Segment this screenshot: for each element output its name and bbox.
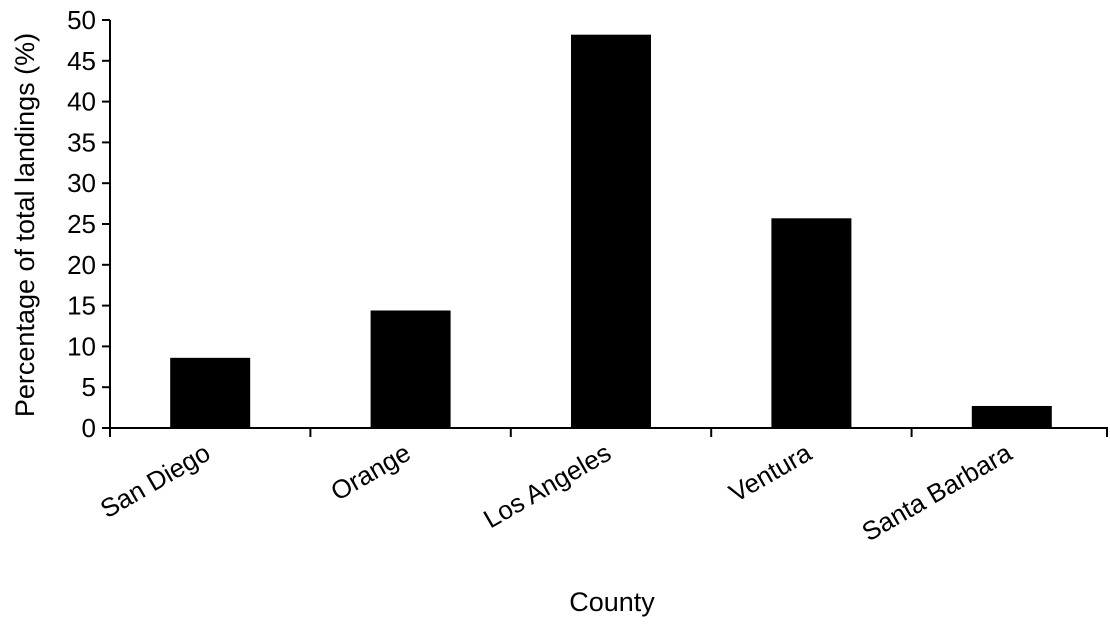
y-tick-label: 30 xyxy=(67,168,96,198)
bar-orange xyxy=(370,310,451,428)
y-tick-label: 5 xyxy=(82,372,96,402)
y-tick-label: 0 xyxy=(82,413,96,443)
x-tick-label: Ventura xyxy=(724,437,817,508)
y-tick-label: 10 xyxy=(67,331,96,361)
y-tick-label: 25 xyxy=(67,209,96,239)
x-tick-label: San Diego xyxy=(95,437,215,524)
x-axis-title: County xyxy=(569,587,655,617)
y-tick-label: 35 xyxy=(67,127,96,157)
x-tick-label: Orange xyxy=(325,437,415,506)
y-tick-label: 40 xyxy=(67,87,96,117)
y-tick-label: 50 xyxy=(67,5,96,35)
y-axis-title: Percentage of total landings (%) xyxy=(10,33,40,417)
bar-san-diego xyxy=(170,357,251,428)
x-tick-label: Los Angeles xyxy=(478,437,616,534)
bar-ventura xyxy=(771,218,852,428)
y-tick-label: 45 xyxy=(67,46,96,76)
x-tick-label: Santa Barbara xyxy=(857,437,1018,547)
y-tick-label: 20 xyxy=(67,250,96,280)
bar-santa-barbara xyxy=(971,405,1052,428)
bar-los-angeles xyxy=(571,34,651,429)
bars-layer xyxy=(170,34,1052,429)
y-tick-label: 15 xyxy=(67,291,96,321)
